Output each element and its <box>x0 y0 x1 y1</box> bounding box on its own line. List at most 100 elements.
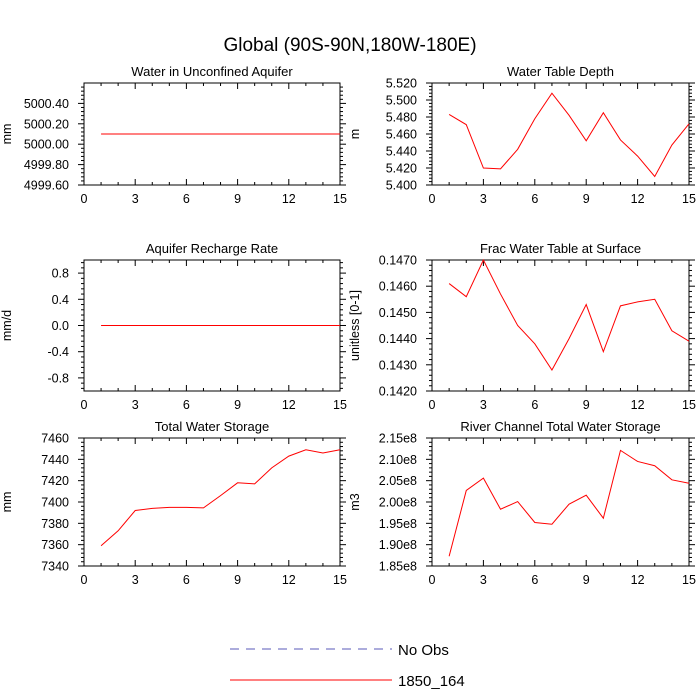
y-tick-label: 7460 <box>41 432 69 446</box>
x-tick-label: 3 <box>480 398 487 412</box>
series-line-1850-164 <box>448 449 690 557</box>
y-axis-label: m <box>348 129 362 139</box>
y-tick-label: 0.1450 <box>379 306 417 320</box>
x-tick-label: 15 <box>682 573 696 587</box>
legend: No Obs 1850_164 <box>230 642 465 690</box>
y-tick-label: 5.520 <box>386 77 417 91</box>
x-tick-label: 12 <box>631 573 645 587</box>
y-tick-label: 5000.20 <box>24 117 69 131</box>
y-tick-label: 2.10e8 <box>379 453 417 467</box>
x-tick-label: 9 <box>234 573 241 587</box>
x-tick-label: 12 <box>282 573 296 587</box>
x-tick-label: 0 <box>81 398 88 412</box>
x-tick-label: 3 <box>480 192 487 206</box>
y-tick-label: 4999.60 <box>24 179 69 193</box>
x-tick-label: 0 <box>81 192 88 206</box>
y-tick-label: 7340 <box>41 560 69 574</box>
panel-title: Water in Unconfined Aquifer <box>131 64 293 79</box>
y-tick-label: 5000.40 <box>24 97 69 111</box>
y-tick-label: 1.85e8 <box>379 560 417 574</box>
y-tick-label: 5.500 <box>386 94 417 108</box>
x-tick-label: 15 <box>682 192 696 206</box>
x-tick-label: 9 <box>583 192 590 206</box>
y-axis-label: m3 <box>348 493 362 510</box>
y-tick-label: 2.00e8 <box>379 496 417 510</box>
y-tick-label: 7440 <box>41 453 69 467</box>
x-tick-label: 15 <box>333 398 347 412</box>
plot-frame <box>431 437 690 567</box>
y-tick-label: 7380 <box>41 517 69 531</box>
x-tick-label: 0 <box>429 573 436 587</box>
y-tick-label: 5.420 <box>386 162 417 176</box>
y-tick-label: 5.480 <box>386 111 417 125</box>
x-tick-label: 9 <box>234 398 241 412</box>
series-line-1850-164 <box>100 449 341 547</box>
panel-water-table-depth: Water Table Depth m 0 3 6 9 12 15 5.400 5.420 5.44… <box>348 64 696 206</box>
x-tick-label: 12 <box>631 192 645 206</box>
x-tick-label: 3 <box>132 192 139 206</box>
panel-aquifer-recharge-rate: Aquifer Recharge Rate mm/d 0 3 6 9 12 15 -0.8 -0.… <box>0 241 347 412</box>
x-tick-label: 9 <box>234 192 241 206</box>
y-tick-label: 5000.00 <box>24 138 69 152</box>
y-tick-label: 0.4 <box>52 293 69 307</box>
x-tick-label: 12 <box>282 192 296 206</box>
y-tick-label: 4999.80 <box>24 158 69 172</box>
x-tick-label: 6 <box>531 573 538 587</box>
x-tick-label: 0 <box>81 573 88 587</box>
panel-total-water-storage: Total Water Storage mm 0 3 6 9 12 15 7340 7360 738… <box>0 419 347 587</box>
y-tick-label: -0.8 <box>47 371 69 385</box>
x-tick-label: 9 <box>583 573 590 587</box>
y-axis-label: mm/d <box>0 310 14 341</box>
y-tick-label: 5.460 <box>386 128 417 142</box>
x-tick-label: 6 <box>531 398 538 412</box>
y-axis-label: unitless [0-1] <box>348 290 362 361</box>
y-tick-label: 0.8 <box>52 267 69 281</box>
y-tick-label: 5.400 <box>386 179 417 193</box>
series-line-1850-164 <box>448 92 690 178</box>
y-tick-label: 7360 <box>41 538 69 552</box>
panel-frac-water-table-at-surface: Frac Water Table at Surface unitless [0-1… <box>348 241 696 412</box>
y-tick-label: 0.1460 <box>379 280 417 294</box>
plot-frame <box>431 259 690 392</box>
plot-frame <box>431 82 690 186</box>
y-axis-label: mm <box>0 124 14 145</box>
x-tick-label: 0 <box>429 398 436 412</box>
x-tick-label: 15 <box>333 573 347 587</box>
y-tick-label: 5.440 <box>386 145 417 159</box>
x-tick-label: 3 <box>132 398 139 412</box>
panel-title: Water Table Depth <box>507 64 614 79</box>
panel-water-in-unconfined-aquifer: Water in Unconfined Aquifer mm 0 3 6 9 12 15 499… <box>0 64 347 206</box>
y-tick-label: -0.4 <box>47 345 69 359</box>
x-tick-label: 12 <box>282 398 296 412</box>
x-tick-label: 3 <box>480 573 487 587</box>
y-tick-label: 7400 <box>41 496 69 510</box>
y-tick-label: 0.1470 <box>379 254 417 268</box>
panel-title: Total Water Storage <box>155 419 269 434</box>
x-tick-label: 15 <box>333 192 347 206</box>
panel-title: Aquifer Recharge Rate <box>146 241 278 256</box>
panel-title: Frac Water Table at Surface <box>480 241 641 256</box>
x-tick-label: 15 <box>682 398 696 412</box>
x-tick-label: 12 <box>631 398 645 412</box>
y-axis-label: mm <box>0 492 14 513</box>
y-tick-label: 0.1440 <box>379 332 417 346</box>
y-tick-label: 0.0 <box>52 319 69 333</box>
y-tick-label: 1.95e8 <box>379 517 417 531</box>
x-tick-label: 0 <box>429 192 436 206</box>
legend-label-1850-164: 1850_164 <box>398 673 465 690</box>
y-tick-label: 1.90e8 <box>379 538 417 552</box>
x-tick-label: 6 <box>183 573 190 587</box>
y-tick-label: 2.05e8 <box>379 474 417 488</box>
panel-river-channel-total-water-storage: River Channel Total Water Storage m3 0 3 6 9 1… <box>348 419 696 587</box>
x-tick-label: 3 <box>132 573 139 587</box>
y-tick-label: 2.15e8 <box>379 432 417 446</box>
x-tick-label: 6 <box>183 192 190 206</box>
y-tick-label: 0.1430 <box>379 358 417 372</box>
x-tick-label: 9 <box>583 398 590 412</box>
legend-label-no-obs: No Obs <box>398 642 449 659</box>
main-title: Global (90S-90N,180W-180E) <box>223 35 476 56</box>
series-line-1850-164 <box>448 258 690 372</box>
y-tick-label: 7420 <box>41 474 69 488</box>
x-tick-label: 6 <box>531 192 538 206</box>
